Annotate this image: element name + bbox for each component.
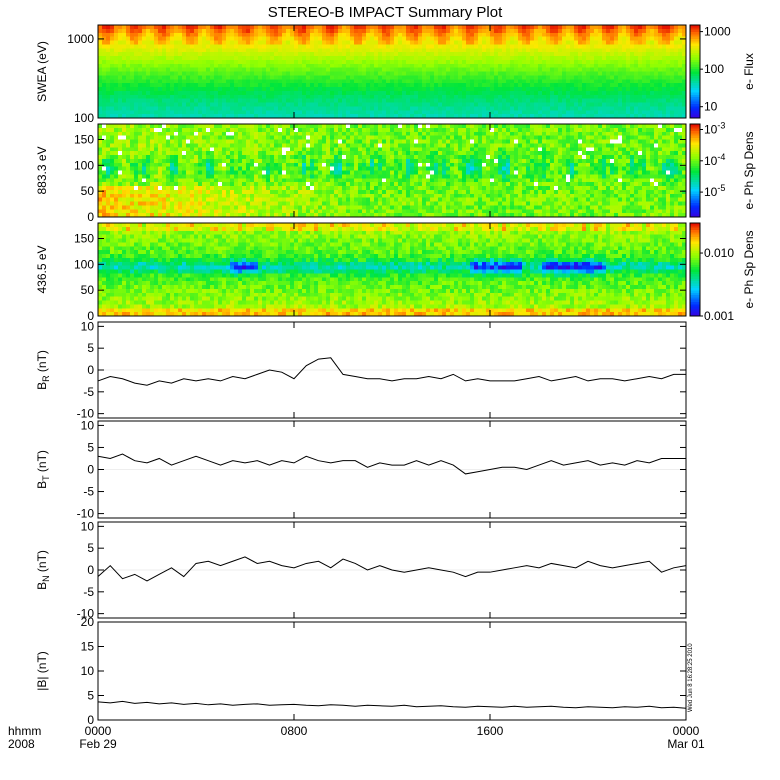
y-tick-label: -10 [77,507,95,521]
y-axis-label: SWEA (eV) [35,41,49,102]
panel-frame [97,621,687,721]
y-tick-label: 5 [87,341,94,355]
x-header-label-2: 2008 [8,737,35,751]
panel-2: 10-3 10-4 10-5 e- Ph Sp Dens 150 100 50 0 883.3 … [35,121,756,224]
colorbar-frame [689,222,701,317]
spectrogram-cells [98,25,687,119]
y-tick-label: 100 [74,158,94,172]
panel-6: 10 5 0 -5 -10 BN (nT) [35,519,687,621]
colorbar [690,25,700,119]
y-tick-label: 100 [74,257,94,271]
panel-3: 0.010 0.001 e- Ph Sp Dens 150 100 50 0 436.5 eV [35,222,756,323]
colorbar-frame [689,123,701,218]
colorbar-label: e- Ph Sp Dens [742,131,756,209]
colorbar [690,223,700,317]
y-axis-label: |B| (nT) [35,651,49,691]
colorbar-tick-label: 0.010 [704,246,734,260]
y-tick-label: 20 [81,615,95,629]
panel-1: 1000 100 10 e- Flux 1000 100 SWEA (eV) [35,24,756,125]
colorbar-tick-label: 10-5 [704,183,725,199]
y-tick-label: 0 [87,363,94,377]
x-tick-label: 0000 [85,724,112,738]
y-tick-label: 1000 [67,32,94,46]
y-tick-label: 150 [74,232,94,246]
x-tick-date: Feb 29 [79,737,117,751]
colorbar-tick-label: 100 [704,62,724,76]
y-tick-label: -5 [83,585,94,599]
panel-frame [97,24,687,119]
panel-7: 20 15 10 5 0 |B| (nT) [35,615,687,727]
y-tick-label: -10 [77,407,95,421]
y-axis-label: BR (nT) [35,350,51,390]
plot-title: STEREO-B IMPACT Summary Plot [268,4,503,21]
y-tick-label: 5 [87,440,94,454]
colorbar-label: e- Ph Sp Dens [742,230,756,308]
colorbar [690,124,700,218]
y-tick-label: -10 [77,607,95,621]
y-tick-label: 15 [81,640,95,654]
y-axis-label: BN (nT) [35,550,51,590]
y-tick-label: 0 [87,713,94,727]
colorbar-tick-label: 10-3 [704,121,725,137]
y-axis-label: 883.3 eV [35,146,49,194]
timestamp-label: Wed Jun 8 16:28:25 2010 [688,643,694,712]
y-axis-label: BT (nT) [35,450,51,489]
panel-4: 10 5 0 -5 -10 BR (nT) [35,319,687,421]
y-tick-label: 50 [81,184,95,198]
colorbar-tick-label: 0.001 [704,309,734,323]
y-tick-label: 0 [87,463,94,477]
series-line [97,700,687,709]
spectrogram-cells [98,124,687,218]
y-tick-label: 100 [74,111,94,125]
y-tick-label: 10 [81,519,95,533]
x-tick-label: 0000 [673,724,700,738]
y-tick-label: 150 [74,133,94,147]
panel-5: 10 5 0 -5 -10 BT (nT) [35,418,687,521]
x-header-label-1: hhmm [8,724,41,738]
x-tick-label: 0800 [281,724,308,738]
y-tick-label: 0 [87,309,94,323]
series-line [97,556,687,582]
y-tick-label: 5 [87,689,94,703]
colorbar-tick-label: 10-4 [704,152,725,168]
spectrogram-cells [98,223,687,317]
y-tick-label: 0 [87,210,94,224]
series-line [97,453,686,475]
y-tick-label: 50 [81,283,95,297]
y-tick-label: 5 [87,541,94,555]
colorbar-tick-label: 1000 [704,25,731,39]
y-tick-label: -5 [83,485,94,499]
y-tick-label: -5 [83,385,94,399]
colorbar-tick-label: 10 [704,100,718,114]
colorbar-frame [689,24,701,119]
y-tick-label: 10 [81,418,95,432]
colorbar-label: e- Flux [742,53,756,90]
series-line [97,357,686,386]
panel-frame [97,123,687,218]
x-tick-date: Mar 01 [667,737,705,751]
y-tick-label: 10 [81,664,95,678]
x-tick-label: 1600 [477,724,504,738]
y-tick-label: 0 [87,563,94,577]
y-axis-label: 436.5 eV [35,245,49,293]
y-tick-label: 10 [81,319,95,333]
panel-frame [97,222,687,317]
